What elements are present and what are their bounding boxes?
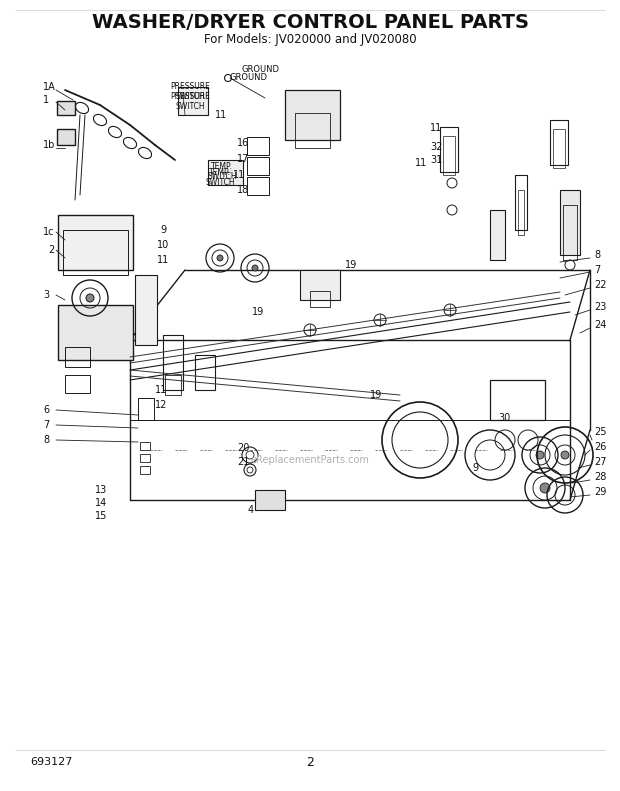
Bar	[490, 380, 545, 420]
Text: 21: 21	[237, 457, 249, 467]
Bar	[563, 205, 577, 260]
Text: 6: 6	[43, 405, 49, 415]
Text: 11: 11	[415, 158, 427, 168]
Text: 9: 9	[472, 463, 478, 473]
Bar	[285, 90, 340, 140]
Text: GROUND: GROUND	[230, 74, 268, 82]
Text: 28: 28	[594, 472, 606, 482]
Text: GROUND: GROUND	[242, 66, 280, 74]
Bar	[63, 230, 128, 275]
Bar	[165, 375, 181, 395]
Bar	[310, 291, 330, 307]
Text: 24: 24	[594, 320, 606, 330]
Bar	[163, 335, 183, 390]
Text: 11: 11	[215, 110, 228, 120]
Circle shape	[86, 294, 94, 302]
Text: 16: 16	[237, 138, 249, 148]
Circle shape	[561, 451, 569, 459]
Bar	[550, 120, 568, 165]
Bar	[247, 157, 269, 175]
Text: 27: 27	[594, 457, 606, 467]
Text: 1: 1	[43, 95, 49, 105]
Circle shape	[252, 265, 258, 271]
Bar	[57, 129, 75, 145]
Text: 7: 7	[594, 265, 600, 275]
Text: 13: 13	[95, 485, 107, 495]
Bar	[58, 215, 133, 270]
Bar	[515, 175, 527, 230]
Bar	[135, 275, 157, 345]
Text: 11: 11	[155, 385, 167, 395]
Bar	[138, 398, 154, 420]
Bar	[490, 210, 505, 260]
Bar	[195, 355, 215, 390]
Bar	[295, 113, 330, 148]
Text: 31: 31	[430, 155, 442, 165]
Bar	[255, 490, 285, 510]
Text: 10: 10	[157, 240, 169, 250]
Bar	[65, 375, 90, 393]
Bar	[58, 305, 133, 360]
Text: 25: 25	[594, 427, 606, 437]
Text: 29: 29	[594, 487, 606, 497]
Circle shape	[540, 483, 550, 493]
Text: 11: 11	[157, 255, 169, 265]
Text: 22: 22	[594, 280, 606, 290]
Text: 1A: 1A	[43, 82, 56, 92]
Circle shape	[536, 451, 544, 459]
Text: 2: 2	[48, 245, 55, 255]
Text: PRESSURE
SWITCH: PRESSURE SWITCH	[170, 92, 210, 112]
Text: 12: 12	[155, 400, 167, 410]
Bar	[140, 442, 150, 450]
Text: 19: 19	[345, 260, 357, 270]
Text: 693127: 693127	[30, 757, 73, 767]
Bar	[65, 347, 90, 367]
Bar	[208, 160, 243, 185]
Text: 8: 8	[43, 435, 49, 445]
Text: 14: 14	[95, 498, 107, 508]
Text: 1c: 1c	[43, 227, 55, 237]
Bar	[300, 270, 340, 300]
Text: 4: 4	[248, 505, 254, 515]
Text: 1b: 1b	[43, 140, 55, 150]
Bar	[57, 101, 75, 115]
Bar	[553, 129, 565, 168]
Text: For Models: JV020000 and JV020080: For Models: JV020000 and JV020080	[204, 33, 416, 47]
Text: 11: 11	[233, 170, 246, 180]
Bar	[560, 190, 580, 255]
Text: 19: 19	[370, 390, 383, 400]
Text: TEMP.
SWITCH: TEMP. SWITCH	[207, 162, 237, 181]
Text: 19: 19	[252, 307, 264, 317]
Text: WASHER/DRYER CONTROL PANEL PARTS: WASHER/DRYER CONTROL PANEL PARTS	[92, 13, 528, 32]
Text: 15: 15	[95, 511, 107, 521]
Text: TEMP.
SWITCH: TEMP. SWITCH	[205, 168, 235, 187]
Text: 17: 17	[237, 154, 249, 164]
Text: 32: 32	[430, 142, 443, 152]
Text: 26: 26	[594, 442, 606, 452]
Bar	[443, 136, 455, 175]
Text: 3: 3	[43, 290, 49, 300]
Bar	[140, 466, 150, 474]
Text: 20: 20	[237, 443, 249, 453]
Text: 8: 8	[594, 250, 600, 260]
Text: 2: 2	[306, 755, 314, 769]
Text: PRESSURE
SWITCH: PRESSURE SWITCH	[170, 82, 210, 101]
Bar	[140, 454, 150, 462]
Text: 18: 18	[237, 185, 249, 195]
Text: 30: 30	[498, 413, 510, 423]
Text: 9: 9	[160, 225, 166, 235]
Text: 23: 23	[594, 302, 606, 312]
Bar	[247, 137, 269, 155]
Bar	[247, 177, 269, 195]
Circle shape	[217, 255, 223, 261]
Bar	[440, 127, 458, 172]
Bar	[178, 87, 208, 115]
Text: 7: 7	[43, 420, 49, 430]
Text: eReplacementParts.com: eReplacementParts.com	[250, 455, 370, 465]
Text: 11: 11	[430, 123, 442, 133]
Bar	[518, 190, 524, 235]
